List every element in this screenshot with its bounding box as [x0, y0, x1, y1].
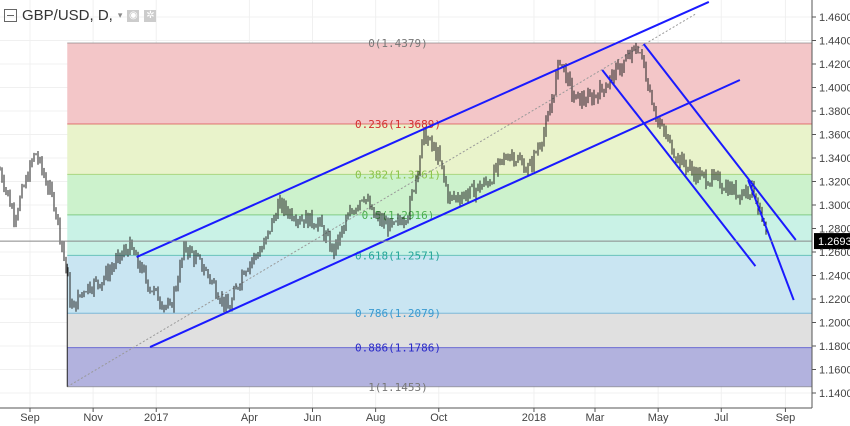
trendline-lower-channel: [149, 79, 741, 348]
trendline-steep-downtrend: [747, 179, 795, 301]
fib-band: [67, 347, 813, 387]
price-tick-label: 1.3200: [819, 177, 850, 189]
fib-level-label: 0.618(1.2571): [355, 249, 441, 262]
fib-band: [67, 313, 813, 348]
trendline-upper-channel: [136, 1, 710, 258]
fib-band: [67, 255, 813, 314]
price-tick-label: 1.2400: [819, 271, 850, 283]
fib-trend-line: [66, 13, 697, 388]
fib-level-label: 0(1.4379): [368, 37, 428, 50]
time-tick-label: Sep: [20, 412, 40, 424]
fib-band: [67, 42, 813, 125]
price-tick-label: 1.3600: [819, 130, 850, 142]
dropdown-caret-icon[interactable]: ▾: [117, 10, 123, 20]
time-tick-label: 2017: [144, 412, 168, 424]
fib-band: [67, 214, 813, 256]
fib-level-label: 1(1.1453): [368, 381, 428, 394]
price-tick-label: 1.2000: [819, 318, 850, 330]
trendline-down-channel-upper: [642, 43, 797, 241]
time-tick-label: 2018: [522, 412, 546, 424]
time-tick-label: Oct: [430, 412, 447, 424]
price-tick-label: 1.4400: [819, 36, 850, 48]
time-tick-label: Jul: [714, 412, 728, 424]
price-tick-label: 1.3800: [819, 106, 850, 118]
price-tick-label: 1.2200: [819, 294, 850, 306]
price-tick-label: 1.4200: [819, 59, 850, 71]
eye-icon[interactable]: ◉: [127, 9, 140, 22]
price-tick-label: 1.4000: [819, 83, 850, 95]
time-tick-label: Mar: [586, 412, 605, 424]
time-tick-label: May: [648, 412, 669, 424]
price-tick-label: 1.2800: [819, 224, 850, 236]
collapse-icon[interactable]: [4, 9, 17, 22]
price-tick-label: 1.3000: [819, 200, 850, 212]
price-tick-label: 1.2600: [819, 247, 850, 259]
time-tick-label: Apr: [241, 412, 258, 424]
time-tick-label: Sep: [776, 412, 796, 424]
price-tick-label: 1.4600: [819, 12, 850, 24]
price-tick-label: 1.1600: [819, 365, 850, 377]
fib-level-label: 0.886(1.1786): [355, 342, 441, 355]
last-price-badge: [814, 233, 850, 250]
time-tick-label: Nov: [83, 412, 103, 424]
time-tick-label: Aug: [366, 412, 386, 424]
fib-level-label: 0.382(1.3261): [355, 168, 441, 181]
fib-level-label: 0.236(1.3689): [355, 118, 441, 131]
price-tick-label: 1.1400: [819, 388, 850, 400]
symbol-title[interactable]: GBP/USD, D,: [22, 7, 113, 24]
price-tick-label: 1.1800: [819, 341, 850, 353]
last-price-label: 1.2693: [818, 236, 850, 248]
time-tick-label: Jun: [304, 412, 322, 424]
fib-level-label: 0.786(1.2079): [355, 307, 441, 320]
trendline-down-channel-lower: [601, 69, 757, 267]
price-tick-label: 1.3400: [819, 153, 850, 165]
gear-icon[interactable]: ✲: [144, 9, 157, 22]
chart-header: GBP/USD, D, ▾ ◉ ✲: [4, 7, 157, 24]
